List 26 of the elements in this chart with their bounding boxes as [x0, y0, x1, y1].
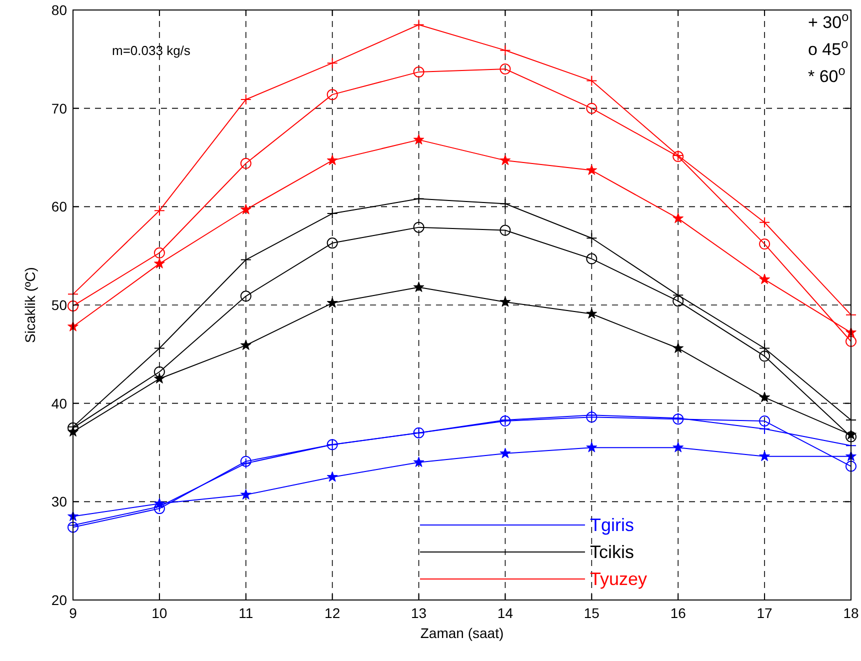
x-tick-label: 18	[843, 605, 859, 621]
text: Tyuzey	[590, 569, 648, 589]
y-tick-label: 30	[51, 494, 68, 510]
x-tick-label: 14	[497, 605, 514, 621]
y-tick-label: 60	[51, 198, 68, 215]
x-tick-label: 12	[324, 605, 340, 621]
x-tick-label: 16	[670, 605, 686, 621]
y-tick-label: 50	[51, 297, 68, 313]
y-tick-label: 20	[51, 592, 68, 608]
y-tick-label: 40	[51, 395, 68, 412]
x-tick-label: 15	[584, 605, 600, 621]
annotation: m=0.033 kg/s	[112, 43, 191, 58]
text: Tcikis	[590, 542, 634, 562]
y-tick-label: 80	[51, 2, 68, 18]
y-axis-title: Sicaklik (ºC)	[22, 267, 38, 343]
x-tick-label: 9	[69, 605, 78, 621]
annotation: * 60$^{o}$	[808, 62, 846, 86]
x-tick-label: 10	[152, 605, 168, 621]
x-tick-label: 13	[410, 605, 427, 621]
x-tick-label: 17	[756, 605, 773, 621]
x-tick-label: 11	[238, 605, 254, 621]
annotation: o 45$^{o}$	[808, 36, 848, 59]
annotation: + 30$^{o}$	[808, 8, 849, 32]
y-tick-label: 70	[51, 100, 68, 116]
x-axis-title: Zaman (saat)	[420, 625, 504, 641]
text: Tgiris	[590, 515, 634, 535]
